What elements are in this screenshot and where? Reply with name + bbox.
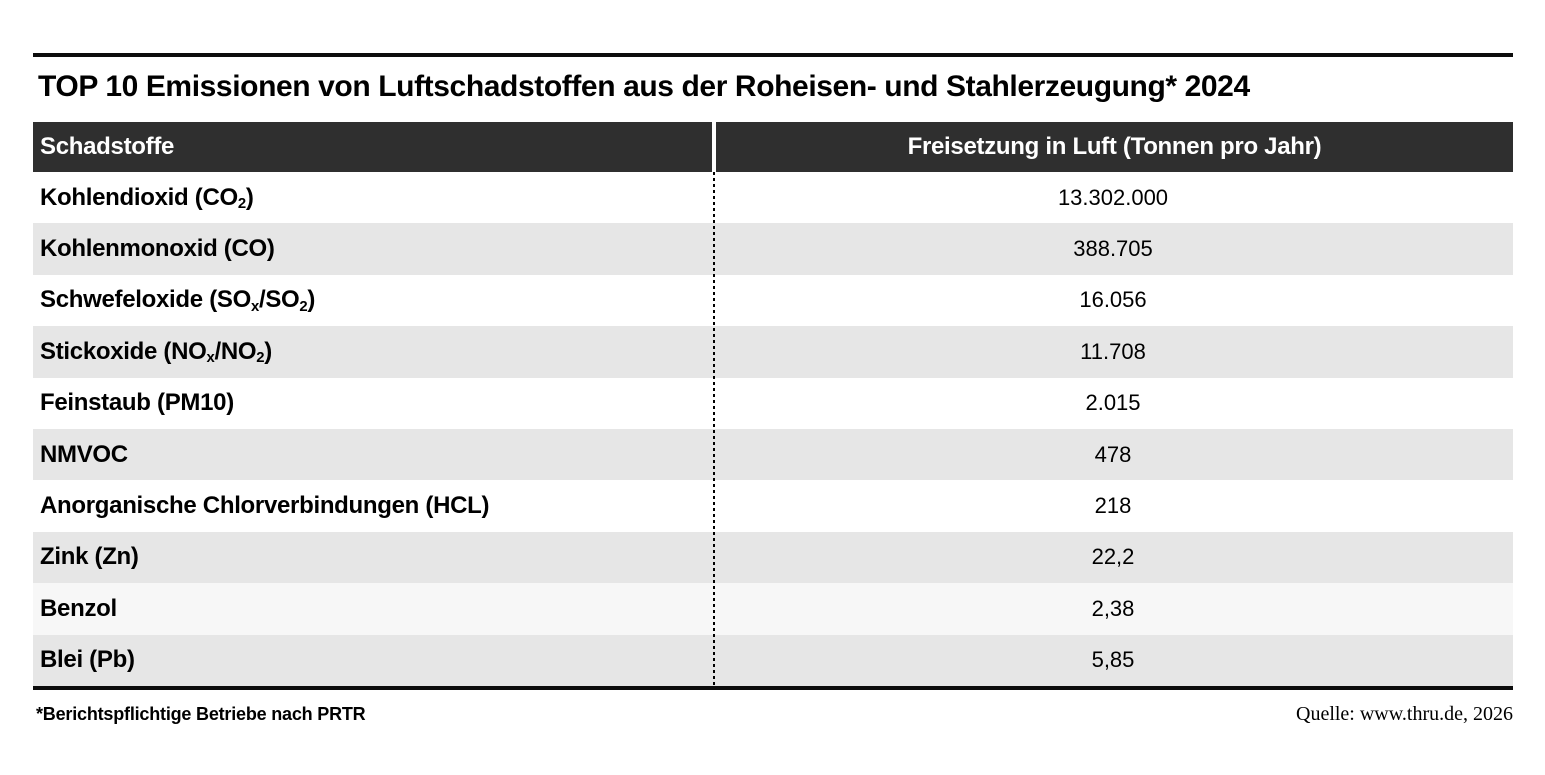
pollutant-name: NMVOC — [40, 440, 128, 468]
table-row: Blei (Pb) 5,85 — [33, 634, 1513, 686]
emission-value: 2,38 — [1091, 595, 1135, 621]
pollutant-name: Stickoxide (NOx/NO2) — [40, 337, 272, 367]
table-row: NMVOC 478 — [33, 428, 1513, 481]
table-row: Zink (Zn) 22,2 — [33, 531, 1513, 584]
table-header-row: Schadstoffe Freisetzung in Luft (Tonnen … — [33, 122, 1513, 172]
emission-value: 16.056 — [1079, 287, 1147, 313]
table-row: Kohlenmonoxid (CO) 388.705 — [33, 223, 1513, 275]
table-body: Kohlendioxid (CO2) 13.302.000 Kohlenmonoxi… — [33, 172, 1513, 686]
table-row: Kohlendioxid (CO2) 13.302.000 — [33, 172, 1513, 224]
infographic: TOP 10 Emissionen von Luftschadstoffen a… — [33, 0, 1513, 726]
pollutant-name: Blei (Pb) — [40, 646, 135, 674]
table-row: Benzol 2,38 — [33, 583, 1513, 635]
emission-value: 2.015 — [1085, 390, 1141, 416]
pollutant-name: Kohlendioxid (CO2) — [40, 183, 254, 212]
emission-value: 5,85 — [1091, 647, 1135, 673]
emission-value: 22,2 — [1091, 544, 1135, 570]
chart-title: TOP 10 Emissionen von Luftschadstoffen a… — [38, 70, 1250, 103]
column-header-schadstoffe: Schadstoffe — [33, 122, 712, 172]
column-divider — [713, 172, 715, 686]
emission-value: 11.708 — [1080, 338, 1146, 364]
emission-value: 478 — [1094, 441, 1132, 467]
footnote: *Berichtspflichtige Betriebe nach PRTR — [36, 703, 366, 724]
top-rule — [33, 53, 1513, 57]
table-row: Anorganische Chlorverbindungen (HCL) 218 — [33, 480, 1513, 532]
pollutant-name: Schwefeloxide (SOx/SO2) — [40, 286, 316, 315]
pollutant-name: Anorganische Chlorverbindungen (HCL) — [40, 492, 490, 520]
column-header-freisetzung: Freisetzung in Luft (Tonnen pro Jahr) — [716, 122, 1513, 172]
pollutant-name: Benzol — [40, 594, 117, 622]
table-row: Feinstaub (PM10) 2.015 — [33, 377, 1513, 429]
table-row: Stickoxide (NOx/NO2) 11.708 — [33, 326, 1513, 378]
emissions-table: Schadstoffe Freisetzung in Luft (Tonnen … — [33, 122, 1513, 686]
table-row: Schwefeloxide (SOx/SO2) 16.056 — [33, 274, 1513, 327]
emission-value: 13.302.000 — [1057, 184, 1169, 210]
pollutant-name: Kohlenmonoxid (CO) — [40, 235, 275, 263]
pollutant-name: Feinstaub (PM10) — [40, 389, 234, 417]
emission-value: 388.705 — [1073, 236, 1153, 262]
pollutant-name: Zink (Zn) — [40, 543, 139, 571]
bottom-rule — [33, 685, 1513, 690]
footer: *Berichtspflichtige Betriebe nach PRTR Q… — [33, 703, 1513, 726]
source-credit: Quelle: www.thru.de, 2026 — [1296, 702, 1513, 725]
emission-value: 218 — [1094, 493, 1132, 519]
